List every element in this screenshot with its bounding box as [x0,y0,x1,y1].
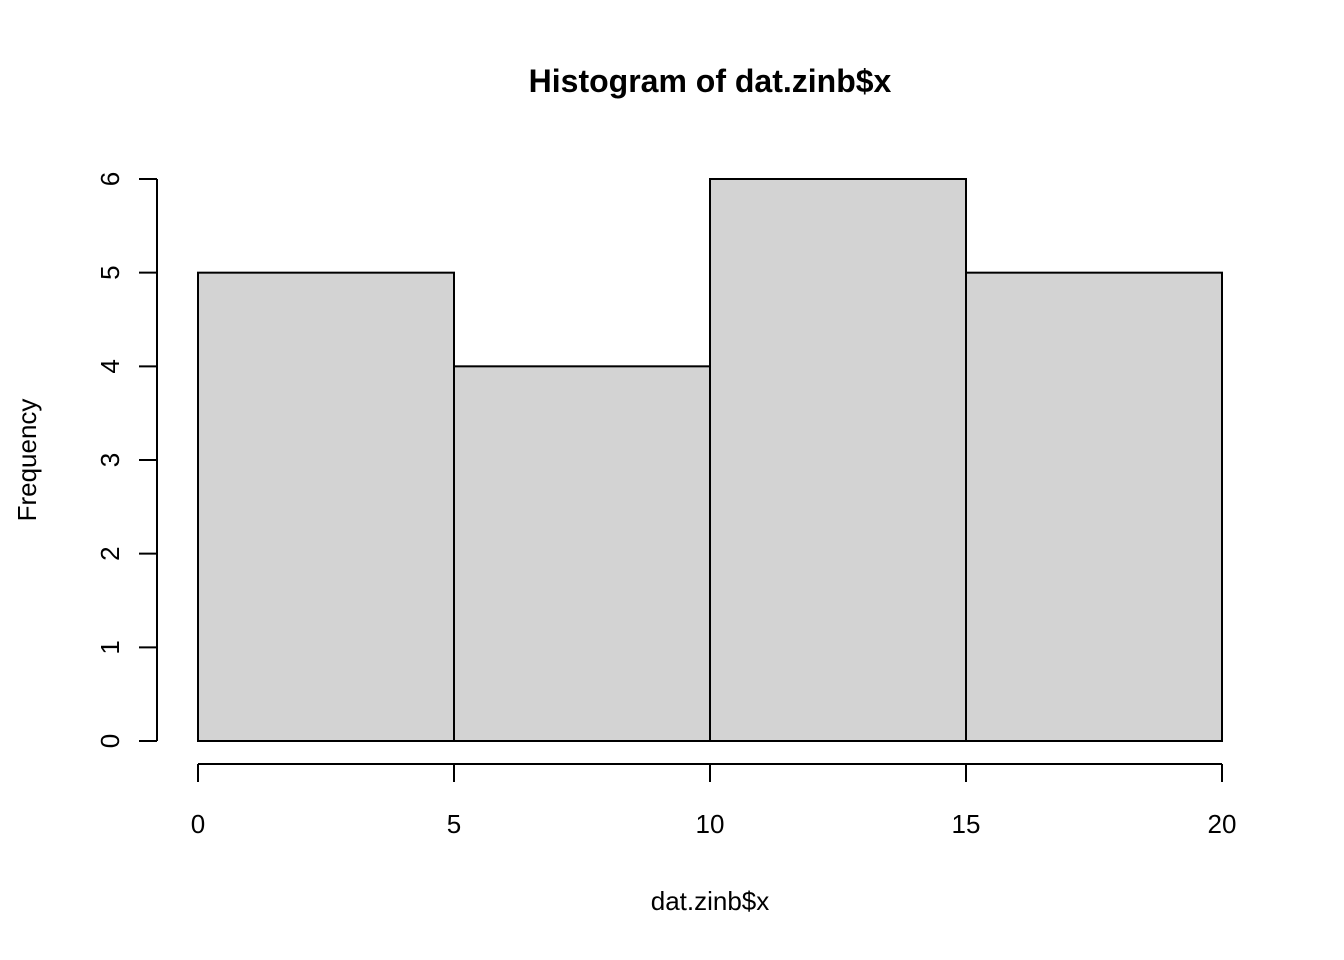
x-tick-label-0: 0 [191,809,205,839]
x-tick-label-1: 5 [447,809,461,839]
y-axis: 0 1 2 3 4 5 6 [95,172,158,748]
histogram-bar-1 [453,365,711,742]
y-tick-label-1: 1 [95,640,125,654]
y-tick-label-3: 3 [95,453,125,467]
y-tick-label-5: 5 [95,265,125,279]
y-axis-label: Frequency [12,399,42,522]
x-tick-label-4: 20 [1208,809,1237,839]
chart-title: Histogram of dat.zinb$x [529,63,892,99]
y-tick-label-0: 0 [95,734,125,748]
y-tick-label-4: 4 [95,359,125,373]
histogram-bar-2 [709,178,967,742]
x-axis: 0 5 10 15 20 [191,763,1237,839]
x-tick-label-3: 15 [952,809,981,839]
histogram-bar-0 [197,271,455,742]
x-axis-label: dat.zinb$x [651,886,770,916]
histogram-bar-3 [965,271,1223,742]
bars-group [197,178,1223,742]
y-tick-label-2: 2 [95,546,125,560]
y-tick-label-6: 6 [95,172,125,186]
x-tick-label-2: 10 [696,809,725,839]
